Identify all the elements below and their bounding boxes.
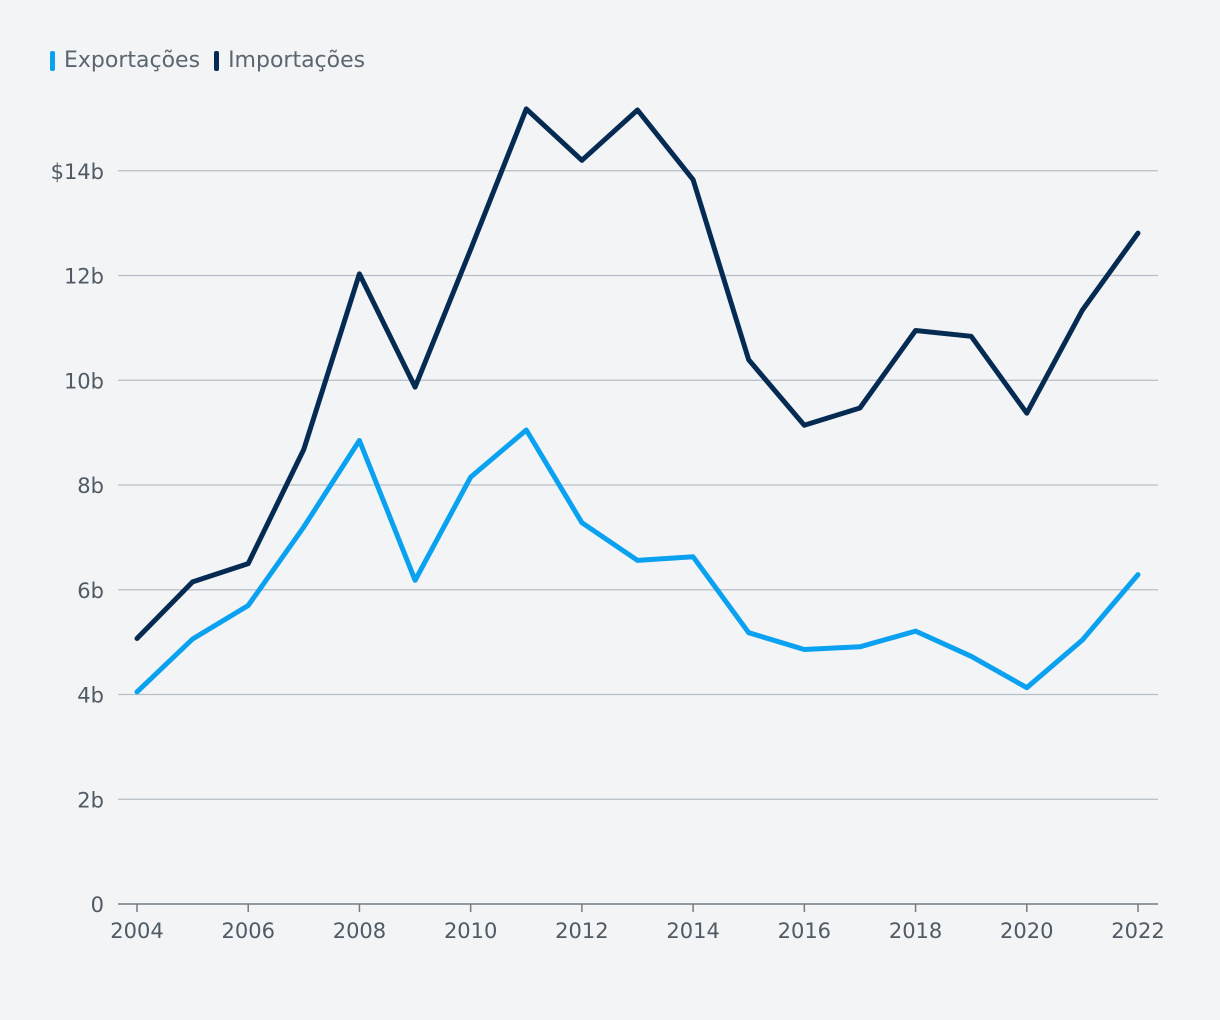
- x-tick-label-5: 2014: [666, 919, 719, 943]
- y-tick-label-3: 6b: [77, 579, 104, 603]
- legend-label-exportacoes: Exportações: [64, 48, 201, 73]
- x-tick-label-6: 2016: [778, 919, 831, 943]
- x-tick-label-3: 2010: [444, 919, 497, 943]
- y-tick-label-2: 4b: [77, 684, 104, 708]
- legend: Exportações Importações: [50, 48, 379, 73]
- grid-layer: [118, 170, 1158, 800]
- legend-label-importacoes: Importações: [228, 48, 366, 73]
- y-tick-label-6: 12b: [64, 265, 104, 289]
- x-tick-label-0: 2004: [110, 919, 163, 943]
- series-line-importacoes[interactable]: [134, 106, 1141, 641]
- legend-swatch-importacoes: [214, 50, 220, 71]
- x-tick-label-1: 2006: [221, 919, 274, 943]
- series-layer: [134, 106, 1141, 695]
- legend-item-exportacoes[interactable]: Exportações: [50, 48, 200, 73]
- x-tick-label-8: 2020: [1000, 919, 1053, 943]
- legend-item-importacoes[interactable]: Importações: [214, 48, 365, 73]
- x-tick-label-2: 2008: [333, 919, 386, 943]
- axis-layer: 0 2b 4b 6b 8b 10b 12b $14b 2004 2006 2008 2010 2012 2…: [51, 160, 1165, 943]
- y-tick-label-4: 8b: [77, 474, 104, 498]
- x-tick-label-9: 2022: [1111, 919, 1164, 943]
- x-tick-label-4: 2012: [555, 919, 608, 943]
- legend-swatch-exportacoes: [50, 50, 55, 71]
- series-line-exportacoes[interactable]: [134, 427, 1141, 695]
- y-tick-label-0: 0: [91, 893, 104, 917]
- y-tick-label-7: $14b: [51, 160, 104, 184]
- y-tick-label-1: 2b: [77, 788, 104, 812]
- x-tick-label-7: 2018: [889, 919, 942, 943]
- y-tick-label-5: 10b: [64, 369, 104, 393]
